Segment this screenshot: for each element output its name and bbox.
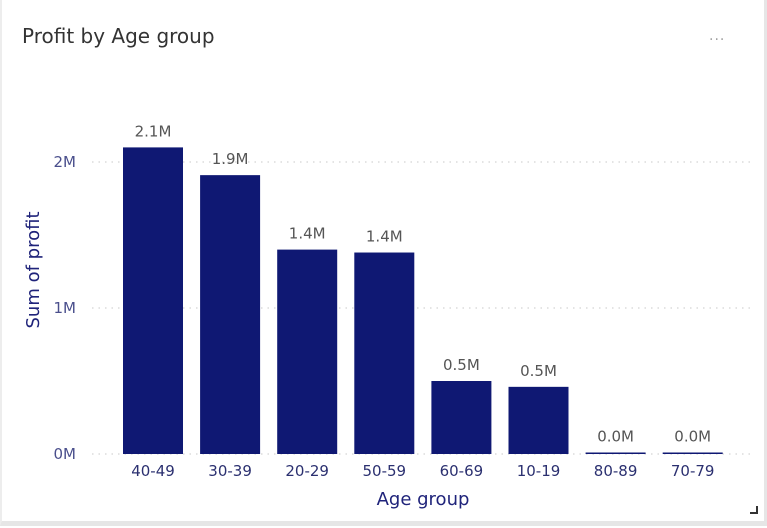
data-label: 0.5M (443, 356, 480, 374)
data-label: 1.9M (212, 150, 249, 168)
bar[interactable] (508, 386, 569, 454)
bar[interactable] (123, 147, 183, 454)
x-tick-label: 80-89 (594, 462, 638, 480)
bar[interactable] (200, 175, 261, 454)
data-label: 0.5M (520, 362, 557, 380)
bar[interactable] (277, 249, 338, 454)
bar[interactable] (354, 252, 415, 454)
data-label: 1.4M (289, 225, 326, 243)
resize-corner-icon[interactable] (750, 506, 758, 514)
x-tick-label: 10-19 (517, 462, 561, 480)
x-tick-label: 70-79 (671, 462, 715, 480)
bar[interactable] (431, 381, 492, 454)
x-tick-label: 50-59 (363, 462, 407, 480)
y-axis-title: Sum of profit (23, 212, 44, 329)
x-tick-label: 40-49 (131, 462, 175, 480)
data-label: 1.4M (366, 228, 403, 246)
x-axis-title: Age group (377, 489, 470, 510)
y-tick-label: 1M (54, 299, 77, 317)
x-tick-label: 60-69 (440, 462, 484, 480)
ellipsis-icon[interactable]: ··· (709, 32, 726, 48)
y-tick-label: 2M (54, 153, 77, 171)
y-tick-label: 0M (54, 445, 77, 463)
bar[interactable] (585, 452, 646, 455)
x-tick-label: 30-39 (208, 462, 252, 480)
bar[interactable] (662, 452, 723, 455)
data-label: 2.1M (135, 122, 172, 140)
x-tick-label: 20-29 (285, 462, 329, 480)
data-label: 0.0M (597, 428, 634, 446)
chart-title: Profit by Age group (22, 24, 215, 48)
data-label: 0.0M (674, 428, 711, 446)
